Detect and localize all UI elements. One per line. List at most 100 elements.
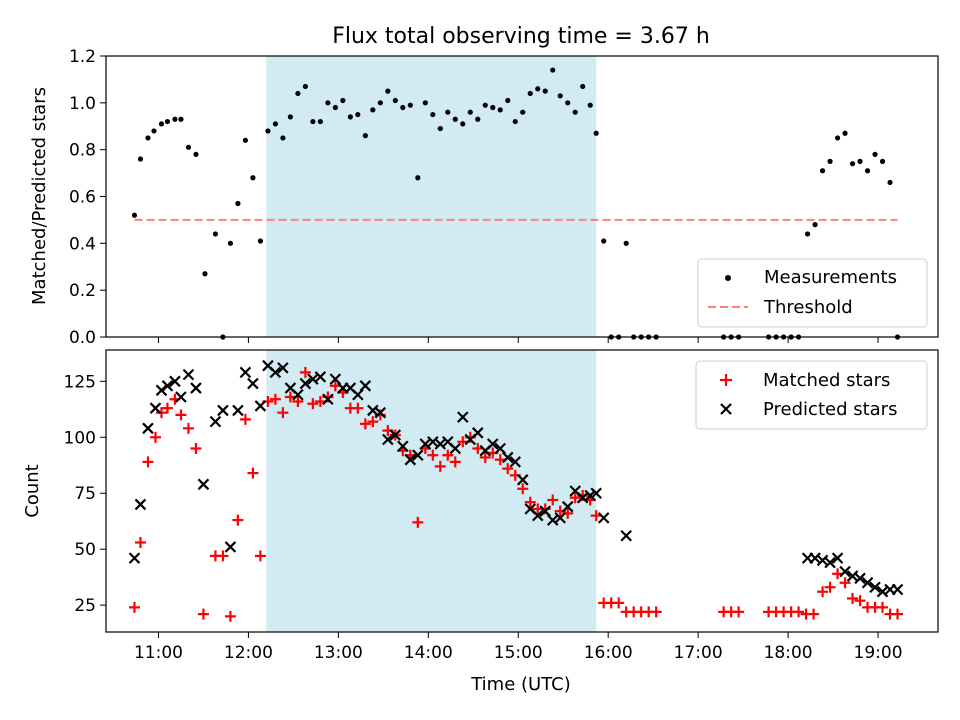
x-tick-label: 17:00	[674, 643, 723, 663]
predicted-star-point	[449, 442, 462, 455]
measurement-point	[580, 83, 586, 90]
matched-star-point	[182, 422, 194, 434]
measurement-point	[593, 130, 599, 136]
measurement-point	[857, 158, 863, 164]
matched-star-point	[494, 454, 506, 466]
measurement-point	[131, 212, 138, 218]
bottom-y-tick-label: 25	[74, 596, 96, 616]
measurement-point	[804, 231, 811, 237]
matched-star-point	[569, 492, 581, 504]
predicted-star-point	[254, 400, 267, 412]
predicted-star-point	[314, 371, 327, 383]
measurement-point	[879, 158, 886, 164]
measurement-point	[145, 135, 151, 141]
measurement-point	[601, 238, 607, 244]
predicted-star-point	[471, 427, 484, 439]
matched-star-point	[269, 393, 281, 405]
measurement-point	[557, 93, 563, 99]
measurement-point	[377, 100, 383, 106]
predicted-star-point	[209, 415, 222, 428]
matched-star-point	[847, 592, 859, 604]
x-tick-label: 12:00	[224, 643, 273, 663]
predicted-star-point	[277, 362, 289, 374]
x-tick-label: 13:00	[314, 643, 363, 663]
measurement-point	[452, 116, 458, 122]
measurement-point	[242, 137, 249, 143]
predicted-star-point	[561, 500, 574, 513]
matched-star-point	[808, 608, 820, 620]
bottom-y-axis-label: Count	[22, 464, 43, 517]
measurement-point	[158, 121, 165, 127]
measurement-point	[887, 179, 893, 186]
predicted-star-point	[891, 583, 904, 596]
measurement-point	[317, 118, 323, 125]
matched-star-point	[442, 449, 454, 461]
predicted-star-point	[134, 498, 147, 511]
matched-star-point	[161, 402, 173, 414]
measurement-point	[849, 161, 856, 167]
measurement-point	[172, 116, 178, 122]
measurement-point	[185, 144, 192, 150]
measurement-point	[164, 118, 171, 125]
measurement-point	[407, 102, 413, 108]
matched-star-point	[412, 516, 424, 528]
measurement-point	[505, 97, 511, 104]
matched-star-point	[149, 431, 161, 443]
predicted-star-point	[374, 406, 387, 419]
measurement-point	[587, 102, 593, 108]
measurement-point	[332, 104, 338, 111]
bottom-y-tick-label: 100	[64, 428, 96, 448]
measurement-point	[250, 175, 256, 181]
bottom-y-tick-label: 75	[74, 484, 96, 504]
predicted-star-point	[224, 541, 237, 553]
matched-star-point	[733, 606, 745, 618]
matched-star-point	[190, 442, 202, 454]
predicted-star-point	[389, 429, 402, 441]
legend-predicted-label: Predicted stars	[763, 399, 897, 420]
measurement-point	[310, 118, 316, 125]
measurement-point	[475, 116, 481, 122]
x-tick-label: 11:00	[134, 643, 183, 663]
matched-star-point	[877, 601, 889, 613]
measurement-point	[212, 231, 219, 237]
measurement-point	[392, 97, 398, 104]
measurement-point	[812, 222, 818, 228]
measurement-point	[178, 116, 184, 122]
measurement-point	[520, 109, 526, 115]
predicted-star-point	[839, 565, 851, 578]
x-tick-label: 18:00	[764, 643, 813, 663]
legend-threshold-label: Threshold	[763, 297, 853, 318]
matched-star-point	[434, 460, 446, 472]
legend-predicted-marker	[720, 403, 732, 415]
matched-star-point	[427, 449, 439, 461]
top-y-axis-label: Matched/Predicted stars	[29, 87, 50, 305]
matched-star-point	[155, 407, 167, 419]
predicted-star-point	[217, 404, 229, 417]
measurement-point	[819, 168, 826, 174]
measurement-point	[542, 88, 548, 94]
matched-star-point	[307, 398, 319, 410]
predicted-star-point	[861, 576, 874, 589]
measurement-point	[827, 158, 833, 164]
predicted-star-point	[322, 393, 334, 406]
predicted-star-point	[239, 366, 252, 379]
predicted-star-point	[299, 377, 312, 390]
matched-star-point	[832, 568, 844, 580]
top-y-tick-label: 1.0	[69, 94, 96, 114]
matched-star-point	[197, 608, 209, 620]
x-tick-label: 14:00	[404, 643, 453, 663]
matched-star-point	[232, 514, 244, 526]
bottom-y-tick-label: 125	[64, 372, 96, 392]
matched-star-point	[590, 510, 602, 522]
predicted-star-point	[412, 449, 424, 461]
predicted-star-point	[854, 572, 866, 585]
measurement-point	[467, 109, 473, 115]
measurement-point	[202, 271, 208, 277]
top-legend: Measurements Threshold	[697, 258, 928, 328]
measurement-point	[445, 109, 451, 115]
legend-matched-marker	[720, 374, 732, 386]
matched-star-point	[839, 577, 851, 589]
matched-star-point	[292, 395, 304, 407]
measurement-point	[355, 111, 361, 118]
legend-measurements-marker	[725, 275, 731, 281]
